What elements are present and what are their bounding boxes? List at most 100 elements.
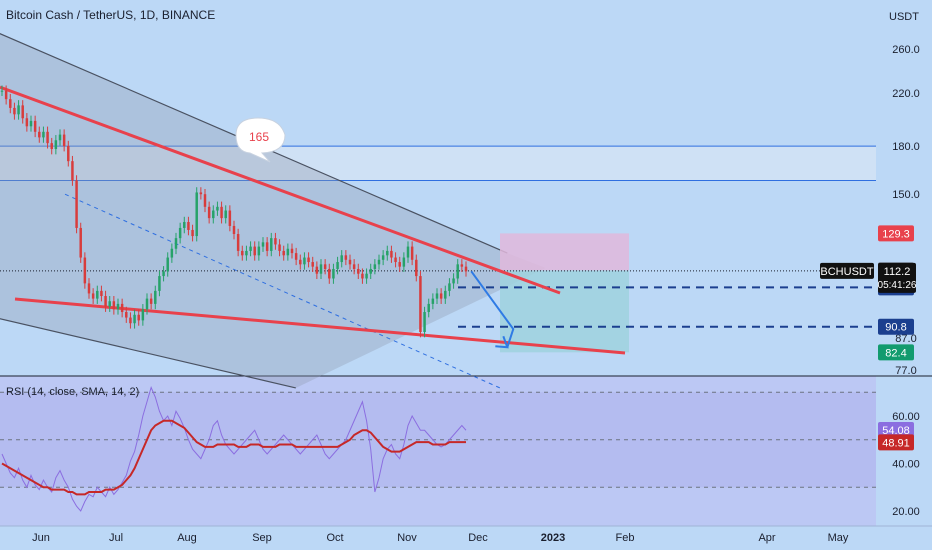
candle [261,242,265,247]
candle [464,266,468,272]
upper-trendline [0,85,561,295]
candle [58,134,62,141]
time-tick-label: Dec [468,532,488,544]
candle [456,264,459,279]
candle [42,131,45,138]
candle [79,227,82,258]
candle [319,264,323,274]
candle [303,257,306,265]
rsi-value-label-1: 48.91 [882,437,910,449]
candle [282,250,285,256]
candle [348,259,352,265]
candle [46,131,49,144]
candle [270,238,273,251]
time-tick-label: 2023 [541,532,565,544]
candle [4,90,8,100]
annotation-bubble [235,117,286,163]
time-tick-label: Apr [758,532,775,544]
candle [170,248,174,258]
candle [17,105,20,115]
countdown-label: 05:41:26 [878,280,917,291]
time-tick-label: Sep [252,532,272,544]
channel-upper-line [0,33,508,254]
rsi-pane[interactable] [0,386,876,512]
candle [75,180,78,228]
symbol-label: BCHUSDT [820,266,873,278]
candle [431,298,435,304]
candle [67,146,70,162]
time-tick-label: Jul [109,532,123,544]
candle [145,298,149,310]
candle [137,314,140,321]
symbol-box [820,262,874,279]
rsi-tick-label: 60.00 [892,411,920,423]
price-tick-label: 87.0 [895,333,916,345]
candle [357,268,360,274]
candle [83,257,87,284]
candle [365,273,368,279]
channel-fill [0,33,546,388]
price-label-box [878,344,914,361]
candle [25,118,29,127]
candle [116,303,120,310]
candle [299,259,302,265]
candle [361,273,364,279]
candle [149,298,153,304]
price-label-box [878,225,914,242]
candle [332,268,335,279]
candle [33,120,37,132]
candle [249,246,252,251]
candle [91,293,95,299]
candle [340,255,343,263]
candle [108,301,111,307]
candle [245,250,248,256]
candle [265,242,269,251]
price-label: 90.8 [885,322,906,334]
time-tick-label: May [828,532,849,544]
candle [232,225,236,235]
candle [100,290,103,297]
time-axis[interactable]: Jun Jul Aug Sep Oct Nov Dec 2023 Feb Apr May [32,532,849,544]
candle [294,253,298,260]
candle [236,234,240,251]
candle [133,314,136,324]
candle [444,290,447,299]
candle [423,312,426,333]
candle [21,105,24,119]
candle [377,259,381,265]
position-stop-zone [500,270,629,353]
candle [336,262,339,269]
candle [87,283,91,294]
candle [381,255,385,260]
candle [427,303,430,313]
channel-lower-line [0,318,296,389]
candle [257,246,261,256]
candle [224,210,227,219]
lower-trendline [14,297,626,355]
price-pane[interactable]: 165 [0,11,876,389]
candle [274,238,277,245]
candle [369,268,372,274]
chart-title[interactable]: Bitcoin Cash / TetherUS, 1D, BINANCE [6,8,216,22]
price-label: 129.3 [882,228,910,240]
last-price-label: 112.2 [884,266,911,278]
candle [199,192,203,195]
candle [220,206,223,219]
candle [228,210,232,226]
position-target-zone [500,233,629,271]
candle [0,90,4,92]
rsi-tick-label: 20.00 [892,506,920,518]
candle [9,99,12,108]
candle [290,248,294,254]
price-label: 82.4 [885,347,906,359]
price-axis[interactable]: USDT 77.0 87.0 150.0 180.0 220.0 260.0 129.3 112… [820,11,920,518]
candle [315,266,319,274]
candle [398,262,401,267]
rsi-title[interactable]: RSI (14, close, SMA, 14, 2) [6,386,140,398]
candle [166,257,169,272]
projection-arrow [470,270,515,348]
candle [158,276,161,291]
price-label-box [878,318,914,335]
